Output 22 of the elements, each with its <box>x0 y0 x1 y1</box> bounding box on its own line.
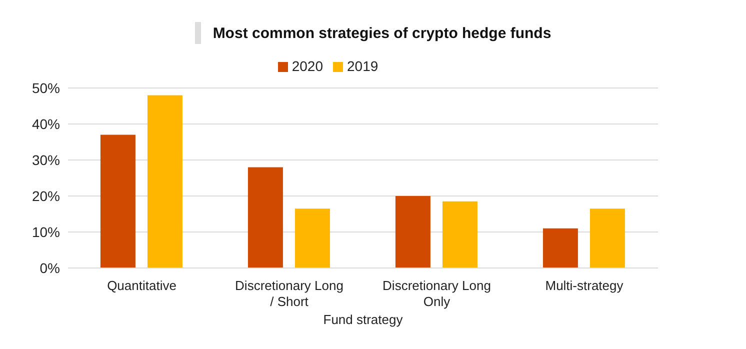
chart-title: Most common strategies of crypto hedge funds <box>212 24 552 42</box>
bar <box>147 95 182 268</box>
x-tick-label: Multi-strategy <box>545 278 624 293</box>
x-tick-label: Discretionary Long Only <box>382 278 491 309</box>
bar <box>590 208 625 268</box>
legend-label: 2019 <box>347 58 378 74</box>
bar <box>100 134 136 268</box>
bar <box>248 167 283 268</box>
bar <box>395 196 430 268</box>
y-tick-label: 20% <box>32 188 60 204</box>
y-tick-label: 40% <box>32 116 60 132</box>
legend-label: 2020 <box>292 58 323 74</box>
y-tick-label: 30% <box>32 152 60 168</box>
y-tick-label: 10% <box>32 224 60 240</box>
bar <box>442 201 478 268</box>
x-tick-label: Quantitative <box>107 278 176 293</box>
x-axis-title: Fund strategy <box>323 312 404 327</box>
x-tick-label: Discretionary Long / Short <box>235 278 344 309</box>
y-tick-label: 0% <box>40 260 60 276</box>
bar <box>542 228 578 268</box>
y-tick-label: 50% <box>32 80 60 96</box>
bar <box>294 208 330 268</box>
